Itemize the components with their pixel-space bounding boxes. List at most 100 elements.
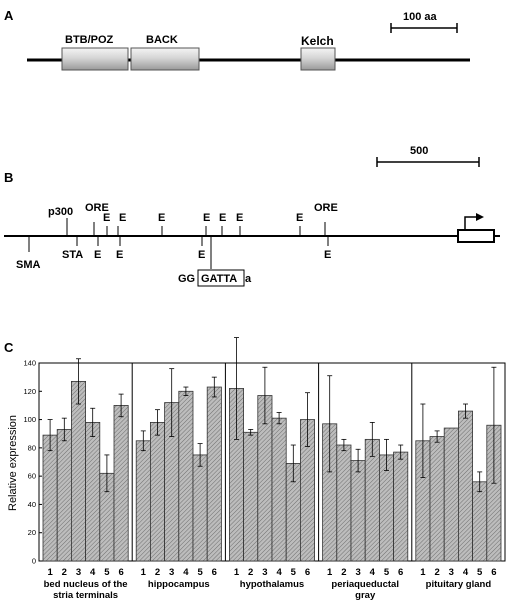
- y-tick-label-2: 40: [28, 500, 36, 509]
- site-label-e-1: E: [103, 212, 110, 224]
- category-label-g2-4: 4: [183, 567, 189, 578]
- site-ticks: [28, 218, 329, 269]
- y-tick-label-5: 100: [23, 415, 36, 424]
- y-tick-label-0: 0: [32, 557, 36, 566]
- panel-c-label: C: [4, 340, 14, 355]
- bar-g2-5: [192, 454, 208, 562]
- bar-g3-4: [271, 417, 287, 562]
- domain-kelch: [300, 47, 336, 71]
- site-label-p300: p300: [48, 206, 73, 218]
- site-label-e-6: E: [236, 212, 243, 224]
- panel-c: C 0 20 40 60 80 100 120 140 Relative expression…: [4, 337, 506, 600]
- bar-g4-2: [336, 444, 352, 562]
- group-label-2-line-1: hippocampus: [148, 579, 210, 590]
- motif-prefix: GG: [178, 273, 195, 285]
- category-label-g5-4: 4: [463, 567, 469, 578]
- panel-a-label: A: [4, 8, 14, 23]
- bar-g4-4: [364, 438, 380, 562]
- motif-suffix: a: [245, 273, 252, 285]
- category-label-g5-1: 1: [420, 567, 426, 578]
- panel-b-label: B: [4, 170, 13, 185]
- group-label-5-line-1: pituitary gland: [426, 579, 492, 590]
- site-label-e-2: E: [119, 212, 126, 224]
- category-label-g5-6: 6: [491, 567, 496, 578]
- panel-b: B 500 p300: [4, 145, 500, 287]
- group-label-1-line-1: bed nucleus of the: [44, 579, 128, 590]
- motif-boxed: GATTA: [201, 273, 237, 285]
- y-tick-label-4: 80: [28, 443, 36, 452]
- tss-arrow: [464, 216, 476, 230]
- bar-g5-5: [472, 481, 488, 562]
- scale-bar-b-label: 500: [410, 145, 428, 157]
- panel-a: A 100 aa BTB/POZ BACK Kelch: [4, 8, 470, 71]
- group-label-4-line-1: periaqueductal: [331, 579, 399, 590]
- y-tick-label-7: 140: [23, 359, 36, 368]
- category-label-g2-2: 2: [155, 567, 160, 578]
- group-label-4-line-2: gray: [355, 590, 376, 600]
- category-label-g3-1: 1: [234, 567, 240, 578]
- y-axis-label: Relative expression: [7, 415, 19, 511]
- y-tick-label-6: 120: [23, 387, 36, 396]
- site-label-e-b2: E: [116, 249, 123, 261]
- bar-g2-1: [135, 440, 151, 562]
- category-label-g1-6: 6: [118, 567, 123, 578]
- domain-label-btb-poz: BTB/POZ: [65, 34, 114, 46]
- bar-g2-2: [149, 421, 165, 562]
- site-label-e-b3: E: [198, 249, 205, 261]
- y-tick-label-3: 60: [28, 472, 36, 481]
- bar-g1-3: [71, 380, 87, 562]
- site-label-ore-1: ORE: [85, 202, 109, 214]
- category-label-g4-4: 4: [370, 567, 376, 578]
- category-label-g3-6: 6: [305, 567, 310, 578]
- category-label-g1-3: 3: [76, 567, 81, 578]
- domain-label-back: BACK: [146, 34, 178, 46]
- motif-box: [197, 269, 245, 287]
- bar-g3-2: [243, 431, 259, 562]
- category-label-g3-3: 3: [262, 567, 267, 578]
- bar-series: [42, 337, 502, 562]
- bar-g2-6: [206, 386, 222, 562]
- category-label-g4-5: 5: [384, 567, 390, 578]
- bar-g2-4: [178, 390, 194, 562]
- site-label-e-3: E: [158, 212, 165, 224]
- category-label-g3-5: 5: [291, 567, 297, 578]
- category-label-g2-3: 3: [169, 567, 174, 578]
- domain-label-kelch: Kelch: [301, 34, 334, 48]
- category-label-g4-6: 6: [398, 567, 403, 578]
- exon-box: [457, 229, 495, 243]
- y-tick-label-1: 20: [28, 528, 36, 537]
- site-label-e-4: E: [203, 212, 210, 224]
- category-label-g4-3: 3: [355, 567, 360, 578]
- site-label-ore-2: ORE: [314, 202, 338, 214]
- category-label-g5-5: 5: [477, 567, 483, 578]
- site-label-e-b1: E: [94, 249, 101, 261]
- category-label-g5-3: 3: [449, 567, 454, 578]
- group-label-3-line-1: hypothalamus: [240, 579, 304, 590]
- category-label-g1-4: 4: [90, 567, 96, 578]
- tss-arrowhead: [476, 213, 484, 221]
- category-label-g3-4: 4: [276, 567, 282, 578]
- category-label-g5-2: 2: [434, 567, 439, 578]
- bar-g1-1: [42, 434, 58, 562]
- bar-g1-2: [56, 429, 72, 562]
- site-label-sta: STA: [62, 249, 83, 261]
- y-axis: 0 20 40 60 80 100 120 140: [23, 359, 42, 566]
- category-label-g4-2: 2: [341, 567, 346, 578]
- bar-g5-2: [429, 436, 445, 562]
- scale-bar-a-label: 100 aa: [403, 11, 438, 23]
- category-label-g1-1: 1: [47, 567, 53, 578]
- site-label-sma: SMA: [16, 259, 41, 271]
- domain-back: [130, 47, 200, 71]
- bar-g5-4: [457, 410, 473, 562]
- bar-g4-6: [393, 451, 409, 562]
- bar-g1-6: [113, 405, 129, 562]
- domain-btb-poz: [61, 47, 129, 71]
- site-label-e-7: E: [296, 212, 303, 224]
- site-label-e-5: E: [219, 212, 226, 224]
- category-label-g2-5: 5: [197, 567, 203, 578]
- category-label-g1-2: 2: [62, 567, 67, 578]
- bar-g5-3: [443, 427, 459, 562]
